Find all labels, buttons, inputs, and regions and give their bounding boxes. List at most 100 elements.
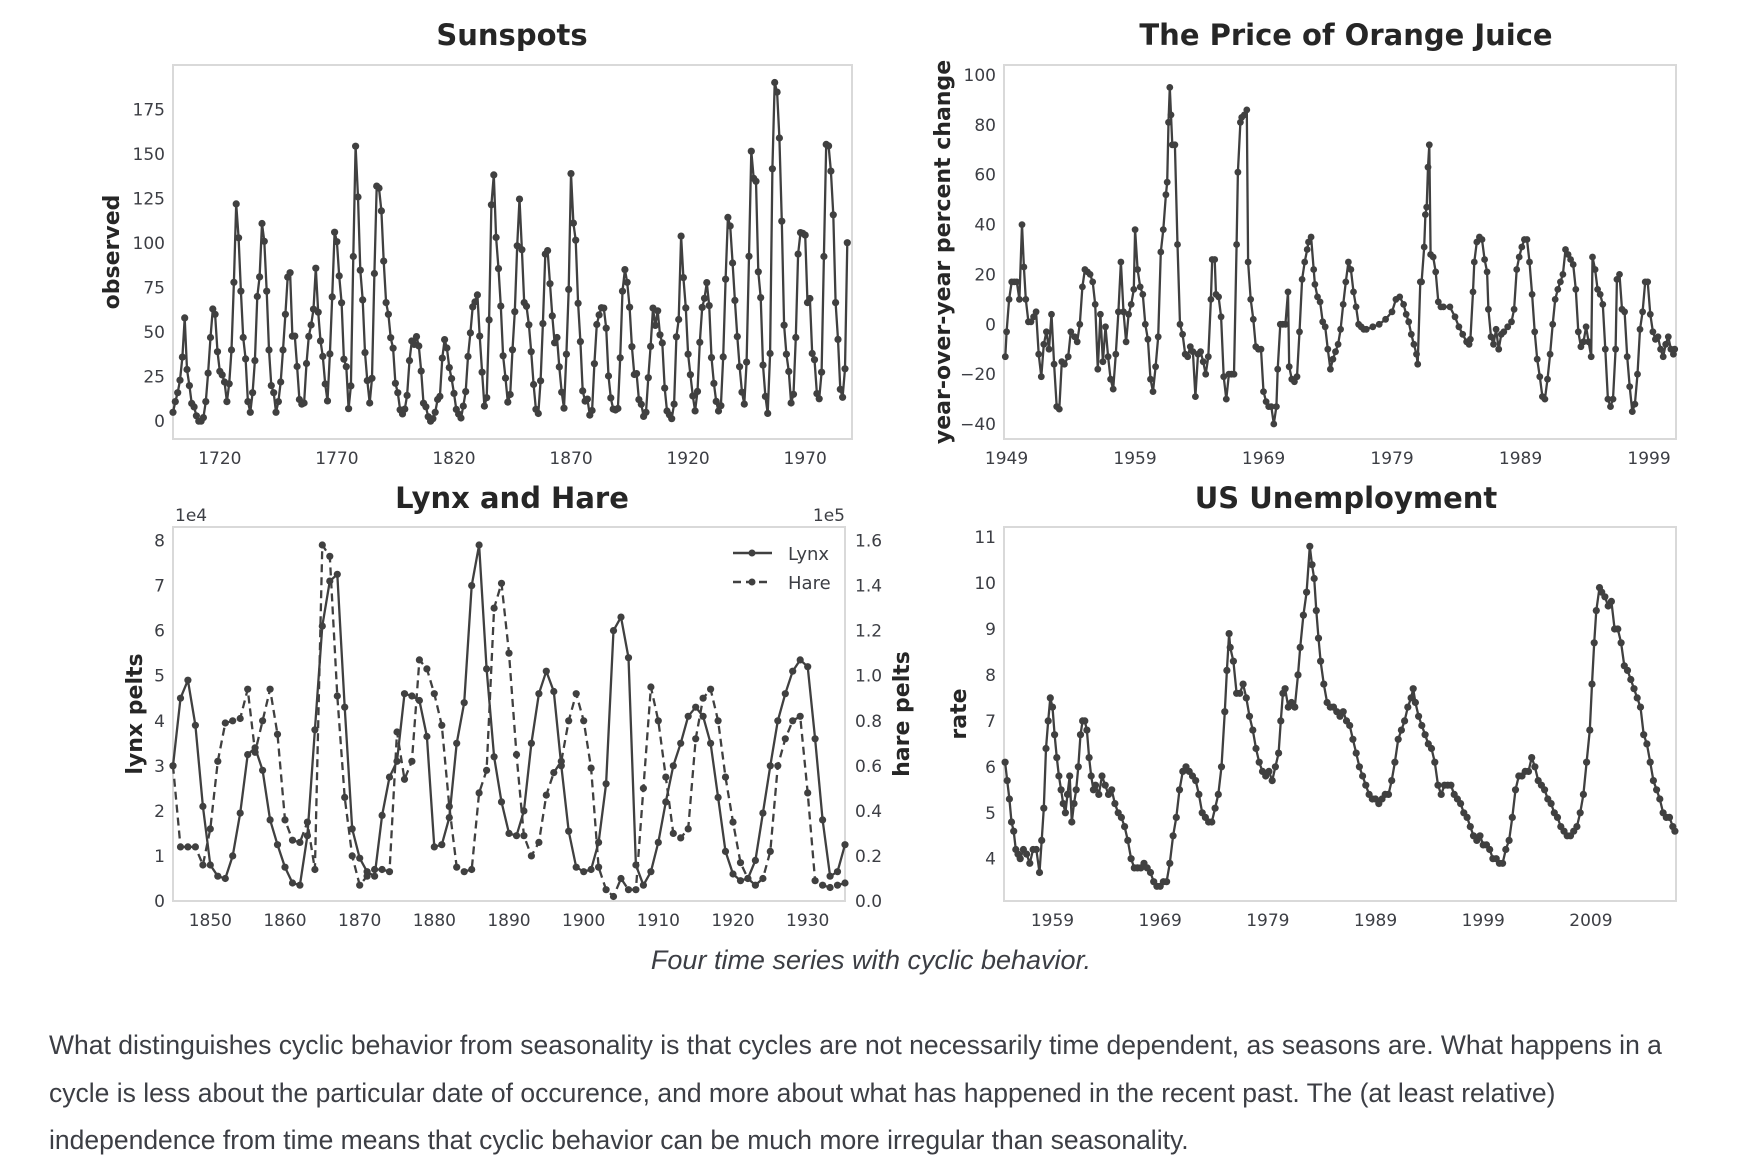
sunspots-point xyxy=(265,346,273,354)
orange-juice-point xyxy=(1176,320,1184,328)
unemployment-point xyxy=(1066,772,1074,780)
orange-juice-point xyxy=(1157,248,1165,256)
orange-juice-point xyxy=(1607,403,1614,410)
legend-label: Lynx xyxy=(788,544,829,565)
hare-point xyxy=(475,789,483,797)
unemployment-point xyxy=(1085,754,1093,762)
lynx-point xyxy=(483,665,491,673)
orange-juice-point xyxy=(1591,266,1599,273)
unemployment-point xyxy=(1095,790,1103,799)
hare-point xyxy=(214,757,222,765)
unemployment-point xyxy=(1124,836,1132,845)
hare-point xyxy=(572,690,580,698)
y-ticks-left: 0 1 2 3 4 5 6 7 8 xyxy=(154,532,165,912)
unemployment-point xyxy=(1362,781,1370,789)
sunspots-point xyxy=(623,278,631,286)
y-tick-label: 100 xyxy=(133,234,165,254)
sunspots-point xyxy=(565,285,573,293)
sunspots-point xyxy=(340,355,348,363)
hare-point xyxy=(512,751,521,759)
sunspots-point xyxy=(389,344,397,352)
y-tick-label: 1.0 xyxy=(855,667,882,687)
y-axis-label-right: hare pelts xyxy=(890,651,915,777)
hare-point xyxy=(303,818,311,826)
sunspots-point xyxy=(417,367,425,375)
orange-juice-point xyxy=(1345,258,1352,266)
sunspots-point xyxy=(747,147,755,155)
sunspots-point xyxy=(740,400,748,408)
sunspots-point xyxy=(342,363,350,371)
lynx-point xyxy=(781,690,789,698)
x-tick-label: 1949 xyxy=(985,449,1028,469)
unemployment-point xyxy=(1007,818,1016,826)
sunspots-point xyxy=(508,346,517,354)
y-tick-label: 0.6 xyxy=(855,757,882,777)
sunspots-point xyxy=(792,333,800,342)
orange-juice-point xyxy=(1032,308,1040,316)
orange-juice-point xyxy=(1451,313,1459,321)
hare-point xyxy=(811,877,819,885)
hare-point xyxy=(744,874,752,883)
sunspots-point xyxy=(633,370,641,378)
hare-point xyxy=(707,685,715,693)
unemployment-point xyxy=(1553,813,1562,822)
unemployment-point xyxy=(1053,754,1061,762)
sunspots-point xyxy=(464,352,472,361)
sunspots-point xyxy=(677,232,685,240)
sunspots-point xyxy=(293,362,301,371)
sunspots-point xyxy=(300,399,308,407)
orange-juice-point xyxy=(1050,360,1058,368)
orange-juice-point xyxy=(1562,246,1569,253)
sunspots-point xyxy=(443,344,451,352)
sunspots-point xyxy=(548,312,556,320)
sunspots-point xyxy=(476,332,484,340)
hare-point xyxy=(729,818,737,826)
lynx-point xyxy=(811,735,819,743)
sunspots-point xyxy=(466,329,474,337)
orange-juice-point xyxy=(1310,266,1318,273)
unemployment-point xyxy=(1486,845,1494,854)
sunspots-point xyxy=(204,369,212,377)
sunspots-point xyxy=(377,207,385,215)
unemployment-point xyxy=(1447,781,1455,789)
sunspots-point xyxy=(555,363,563,371)
y-tick-label: 7 xyxy=(154,577,165,597)
orange-juice-point xyxy=(1418,278,1425,286)
unemployment-point xyxy=(1245,712,1254,720)
orange-juice-point xyxy=(1332,348,1339,356)
unemployment-point xyxy=(1583,758,1591,766)
x-ticks: 1949 1959 1969 1979 1989 1999 xyxy=(985,449,1671,469)
orange-juice-point xyxy=(1262,398,1270,405)
hare-point xyxy=(505,649,513,657)
sunspots-point xyxy=(724,213,732,221)
orange-juice-point xyxy=(1634,370,1641,378)
sunspots-point xyxy=(438,354,446,362)
sunspots-point xyxy=(192,412,200,420)
sunspots-point xyxy=(827,167,835,175)
orange-juice-point xyxy=(1192,393,1199,400)
chart-orange-juice: The Price of Orange Juice year-over-year… xyxy=(931,18,1679,469)
x-ticks: 1720 1770 1820 1870 1920 1970 xyxy=(198,449,827,469)
sunspots-point xyxy=(506,390,514,399)
orange-juice-point xyxy=(1572,286,1580,293)
sunspots-point xyxy=(305,332,313,340)
unemployment-point xyxy=(1035,868,1044,877)
sunspots-point xyxy=(743,358,751,366)
orange-juice-point xyxy=(1657,345,1664,353)
unemployment-point xyxy=(1508,813,1516,822)
x-tick-label: 1979 xyxy=(1370,449,1413,469)
orange-juice-point xyxy=(1481,256,1488,263)
hare-point xyxy=(356,881,364,889)
sunspots-point xyxy=(576,338,585,346)
unemployment-point xyxy=(1320,680,1328,688)
hare-point xyxy=(468,865,476,874)
lynx-point xyxy=(766,762,774,770)
unemployment-point xyxy=(1359,772,1367,780)
sunspots-point xyxy=(693,387,702,395)
sunspots-point xyxy=(316,337,325,345)
orange-juice-point xyxy=(1587,353,1595,361)
orange-juice-point xyxy=(1296,328,1303,336)
hare-point xyxy=(557,757,565,765)
sunspots-point xyxy=(546,280,554,288)
sunspots-point xyxy=(839,393,847,401)
